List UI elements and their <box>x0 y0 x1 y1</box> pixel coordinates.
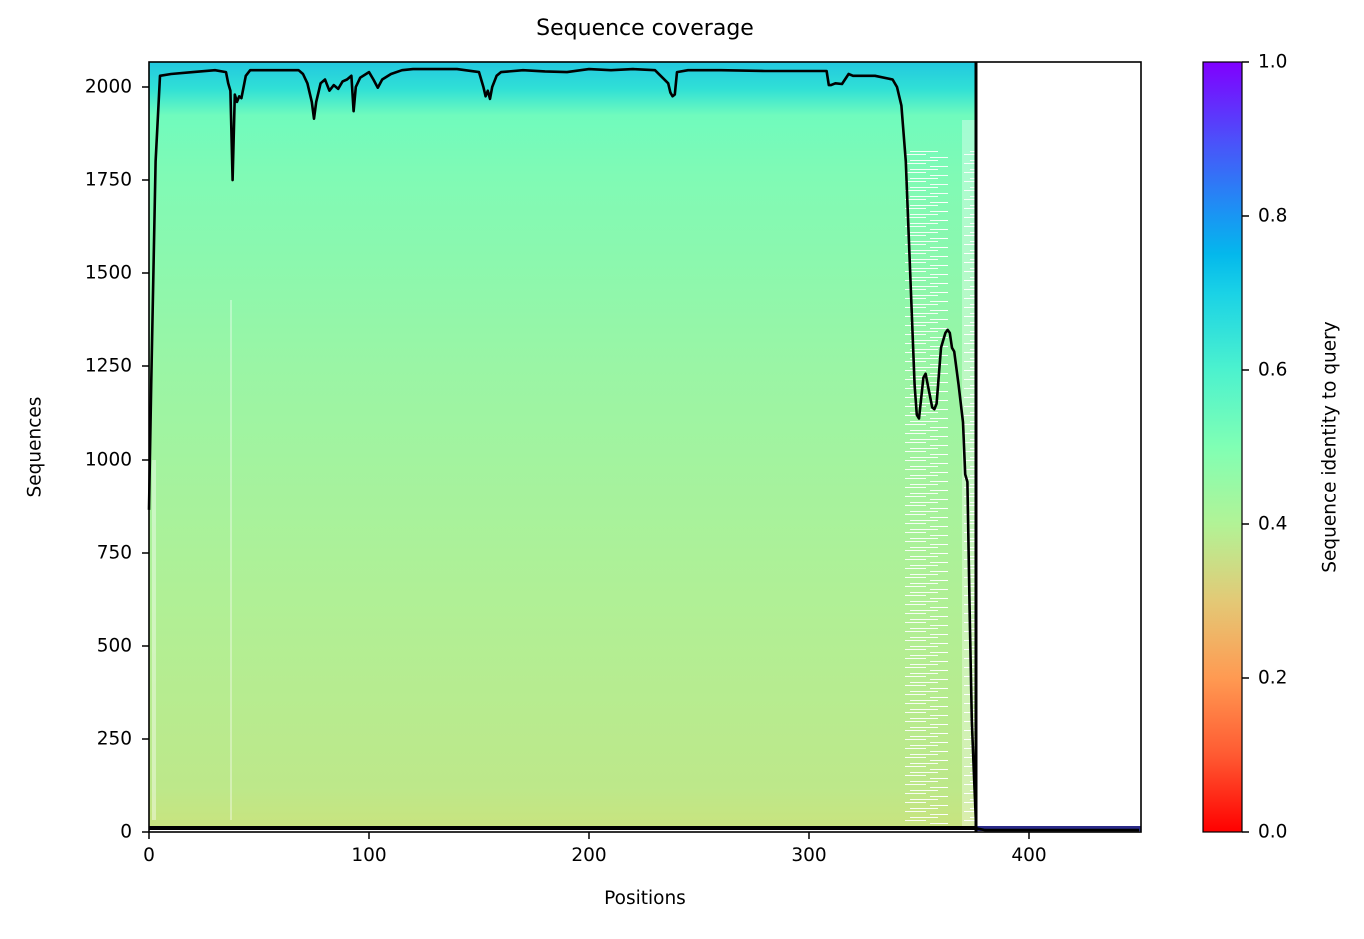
x-axis-ticks <box>148 832 1030 839</box>
x-tick-label: 400 <box>1011 845 1047 866</box>
y-tick-label: 1250 <box>84 355 132 377</box>
x-tick-label: 0 <box>143 845 155 866</box>
y-tick-label: 1500 <box>84 262 132 284</box>
y-tick-label: 750 <box>96 542 132 564</box>
y-tick-label: 1000 <box>84 449 132 471</box>
colorbar-tick-label: 0.6 <box>1258 359 1288 381</box>
x-tick-label: 100 <box>351 845 387 866</box>
y-tick-label: 0 <box>120 821 132 843</box>
x-tick-label: 200 <box>571 845 607 866</box>
colorbar-tick-label: 0.2 <box>1258 667 1288 689</box>
y-axis-label: Sequences <box>24 396 46 498</box>
colorbar-tick-label: 0.0 <box>1258 821 1288 843</box>
colorbar-tick-label: 1.0 <box>1258 51 1288 73</box>
colorbar-label: Sequence identity to query <box>1319 321 1341 573</box>
coverage-line <box>147 67 1139 832</box>
x-tick-label: 300 <box>791 845 827 866</box>
y-tick-label: 1750 <box>84 169 132 191</box>
axes-frame <box>148 61 1142 833</box>
msa-heatmap <box>149 62 1141 831</box>
y-tick-label: 500 <box>96 635 132 657</box>
colorbar-tick-label: 0.4 <box>1258 513 1288 535</box>
y-axis-ticks <box>142 86 149 833</box>
colorbar-tick-label: 0.8 <box>1258 205 1288 227</box>
colorbar <box>1202 61 1249 833</box>
chart-title: Sequence coverage <box>536 16 754 41</box>
y-tick-label: 250 <box>96 728 132 750</box>
x-axis-label: Positions <box>604 888 686 909</box>
y-tick-label: 2000 <box>84 76 132 98</box>
